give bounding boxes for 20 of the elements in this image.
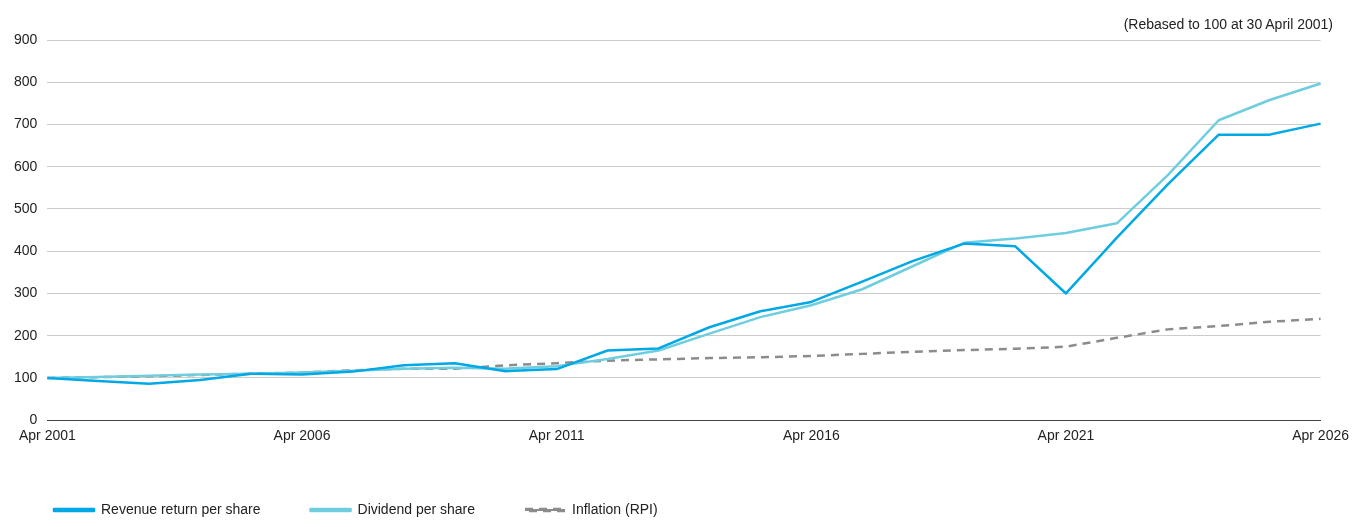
y-tick-label: 500: [14, 199, 38, 216]
x-tick-label: Apr 2006: [273, 427, 331, 444]
x-tick-label: Apr 2011: [528, 427, 585, 444]
y-tick-label: 800: [14, 73, 38, 90]
y-tick-label: 400: [14, 242, 38, 259]
legend-label: Dividend per share: [357, 500, 476, 517]
legend-label: Revenue return per share: [101, 500, 261, 517]
x-tick-label: Apr 2021: [1037, 427, 1095, 444]
y-tick-label: 0: [29, 411, 38, 428]
x-tick-label: Apr 2026: [1292, 427, 1350, 444]
x-tick-label: Apr 2016: [782, 427, 840, 444]
y-tick-label: 900: [14, 30, 38, 47]
legend-label: Inflation (RPI): [572, 500, 658, 517]
y-tick-label: 300: [14, 284, 38, 301]
chart-subtitle: (Rebased to 100 at 30 April 2001): [1123, 16, 1333, 32]
x-tick-label: Apr 2001: [18, 427, 76, 444]
y-tick-label: 700: [14, 115, 38, 132]
y-tick-label: 200: [14, 326, 38, 343]
y-tick-label: 100: [14, 368, 38, 385]
y-tick-label: 600: [14, 157, 38, 174]
